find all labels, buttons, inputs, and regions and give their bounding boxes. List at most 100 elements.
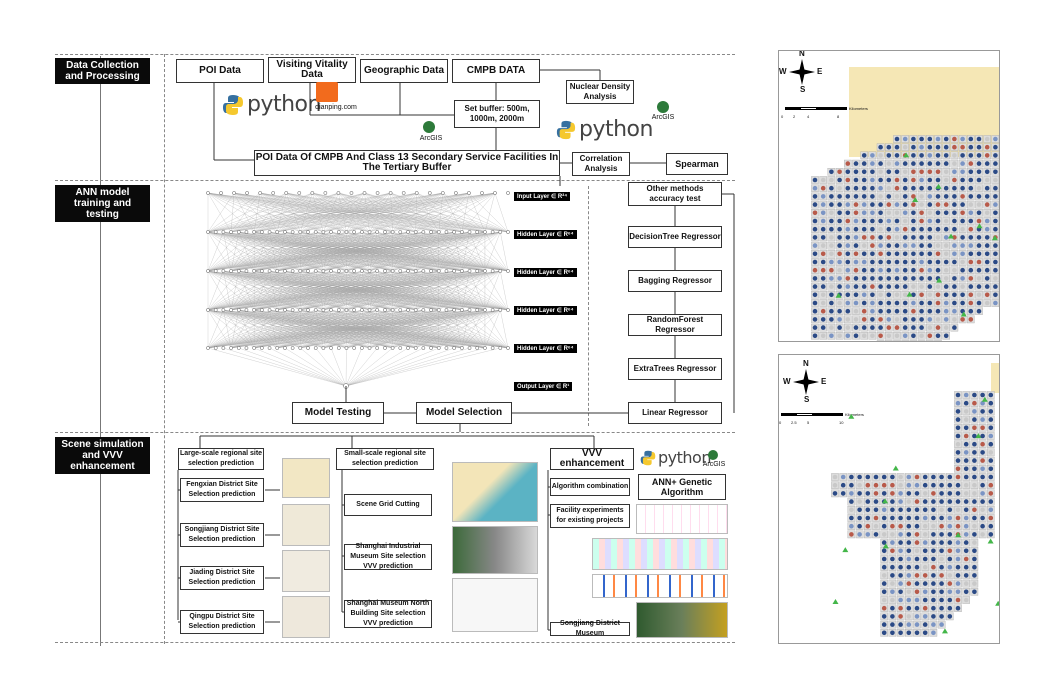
- grid-dot: [878, 169, 883, 175]
- grid-dot: [881, 491, 887, 496]
- grid-dot: [960, 317, 965, 322]
- network-node: [390, 230, 395, 234]
- grid-dot: [898, 507, 903, 513]
- grid-dot: [972, 409, 977, 414]
- grid-dot: [963, 425, 969, 431]
- network-node: [298, 269, 303, 273]
- grid-dot: [832, 491, 838, 496]
- network-node: [467, 346, 472, 350]
- python-logo: [640, 450, 656, 471]
- network-node: [459, 308, 464, 312]
- network-node: [459, 230, 464, 234]
- grid-dot: [922, 581, 928, 586]
- grid-dot: [837, 333, 842, 339]
- grid-dot: [890, 532, 895, 537]
- grid-dot: [845, 276, 851, 281]
- grid-dot: [943, 202, 949, 207]
- network-node: [221, 346, 226, 350]
- grid-dot: [881, 515, 887, 521]
- network-node: [275, 346, 280, 350]
- grid-dot: [845, 161, 851, 166]
- grid-dot: [861, 251, 867, 257]
- grid-dot: [845, 210, 851, 216]
- scale-bar: [785, 107, 847, 110]
- network-node: [490, 308, 495, 312]
- grid-dot: [853, 210, 859, 216]
- grid-dot: [870, 153, 875, 158]
- network-node: [506, 308, 510, 312]
- network-node: [375, 191, 380, 195]
- grid-dot: [976, 169, 982, 175]
- grid-dot: [988, 425, 994, 431]
- grid-dot: [861, 177, 867, 183]
- network-node: [383, 308, 387, 312]
- grid-dot: [943, 333, 949, 339]
- grid-dot: [906, 491, 912, 496]
- grid-dot: [984, 284, 990, 289]
- museum-marker: [882, 543, 889, 549]
- grid-dot: [886, 243, 892, 248]
- grid-dot: [820, 317, 826, 322]
- grid-dot: [922, 564, 928, 570]
- small-scale-box: Small-scale regional site selection pred…: [336, 448, 434, 470]
- grid-dot: [906, 605, 912, 611]
- compass-e-label: E: [817, 67, 823, 76]
- grid-dot: [873, 491, 879, 496]
- network-node: [429, 308, 433, 312]
- grid-dot: [878, 185, 883, 191]
- grid-dot: [873, 482, 879, 488]
- grid-dot: [820, 185, 826, 191]
- grid-dot: [952, 210, 957, 216]
- grid-dot: [911, 243, 916, 248]
- grid-dot: [906, 515, 912, 521]
- grid-dot: [829, 169, 834, 175]
- grid-dot: [878, 161, 883, 166]
- grid-dot: [820, 235, 826, 240]
- grid-dot: [898, 540, 903, 545]
- grid-dot: [968, 218, 974, 224]
- grid-dot: [820, 194, 826, 199]
- grid-dot: [939, 515, 944, 521]
- scale-label-4: 4: [807, 114, 810, 119]
- grid-dot: [943, 235, 949, 240]
- grid-dot: [870, 317, 875, 322]
- grid-dot: [984, 218, 990, 224]
- grid-dot: [865, 482, 871, 488]
- grid-dot: [829, 267, 834, 273]
- grid-dot: [911, 317, 916, 322]
- grid-dot: [820, 325, 826, 330]
- grid-dot: [952, 317, 957, 322]
- network-node: [421, 308, 426, 312]
- network-node: [375, 269, 380, 273]
- grid-dot: [972, 433, 977, 439]
- grid-dot: [968, 169, 974, 175]
- network-node: [259, 269, 264, 273]
- grid-dot: [931, 548, 936, 554]
- museum-marker: [848, 413, 855, 419]
- grid-dot: [947, 491, 953, 496]
- grid-dot: [980, 523, 985, 529]
- grid-dot: [943, 169, 949, 175]
- network-node: [414, 191, 419, 195]
- grid-dot: [878, 259, 883, 265]
- grid-dot: [988, 433, 994, 439]
- grid-dot: [857, 515, 862, 521]
- network-node: [252, 308, 257, 312]
- grid-dot: [963, 515, 969, 521]
- grid-dot: [927, 185, 933, 191]
- grid-dot: [906, 523, 912, 529]
- grid-dot: [952, 267, 957, 273]
- grid-dot: [935, 284, 941, 289]
- grid-dot: [955, 515, 961, 521]
- network-node: [206, 230, 210, 234]
- grid-dot: [927, 325, 933, 330]
- grid-dot: [911, 235, 916, 240]
- grid-dot: [935, 210, 941, 216]
- grid-dot: [837, 259, 842, 265]
- grid-dot: [829, 325, 834, 330]
- network-node: [336, 230, 341, 234]
- grid-dot: [952, 177, 957, 183]
- grid-dot: [955, 589, 961, 595]
- grid-dot: [890, 499, 895, 504]
- grid-dot: [931, 556, 936, 562]
